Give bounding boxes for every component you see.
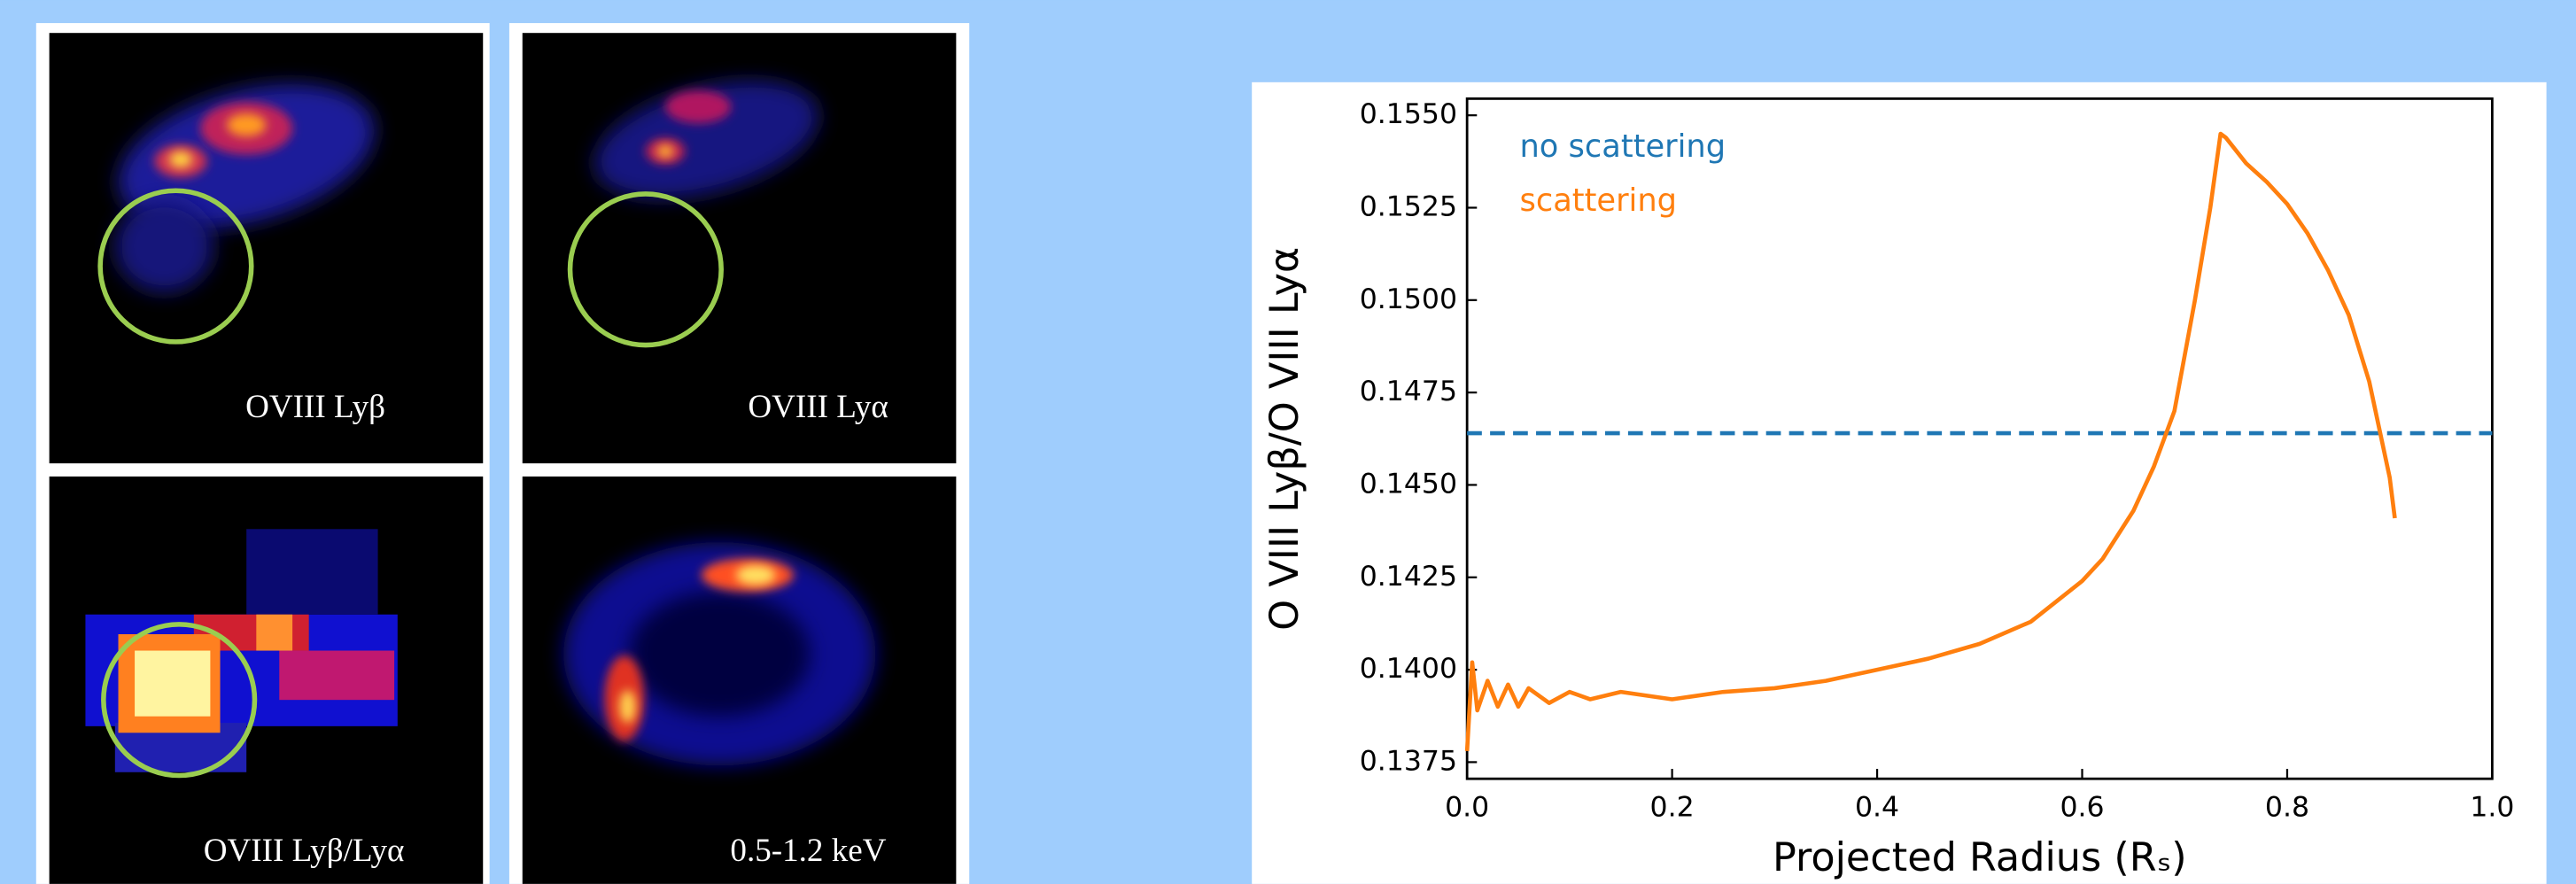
legend-entry: scattering (1519, 182, 1677, 219)
region-circle (567, 191, 724, 348)
y-tick-label: 0.1400 (1360, 653, 1457, 685)
y-axis-label: O VIII Lyβ/O VIII Lyα (1262, 247, 1307, 631)
panel-label: OVIII Lyβ (245, 389, 385, 425)
x-tick-label: 0.8 (2265, 792, 2309, 824)
y-tick-label: 0.1375 (1360, 745, 1457, 777)
x-axis-label: Projected Radius (Rₛ) (1773, 835, 2187, 880)
ratio-map (85, 529, 398, 772)
y-tick-label: 0.1525 (1360, 190, 1457, 222)
legend-entry: no scattering (1519, 128, 1726, 165)
plot-frame (1465, 97, 2494, 780)
x-tick-label: 0.2 (1650, 792, 1695, 824)
x-tick-label: 0.0 (1445, 792, 1489, 824)
x-tick-label: 0.6 (2060, 792, 2104, 824)
y-tick-label: 0.1475 (1360, 376, 1457, 407)
panel-label: OVIII Lyβ/Lyα (204, 833, 405, 869)
x-tick-label: 0.4 (1855, 792, 1899, 824)
y-tick-label: 0.1550 (1360, 98, 1457, 130)
emission-map (594, 81, 819, 199)
region-circle (97, 188, 254, 345)
y-tick-label: 0.1450 (1360, 468, 1457, 500)
emission-map (563, 542, 876, 766)
data-line (1464, 131, 2397, 752)
emission-map (114, 84, 375, 293)
y-tick-label: 0.1500 (1360, 283, 1457, 315)
panel-label: 0.5-1.2 keV (730, 833, 886, 869)
x-tick-label: 1.0 (2470, 792, 2514, 824)
panel-label: OVIII Lyα (748, 389, 888, 425)
y-tick-label: 0.1425 (1360, 561, 1457, 593)
region-circle (101, 622, 258, 779)
